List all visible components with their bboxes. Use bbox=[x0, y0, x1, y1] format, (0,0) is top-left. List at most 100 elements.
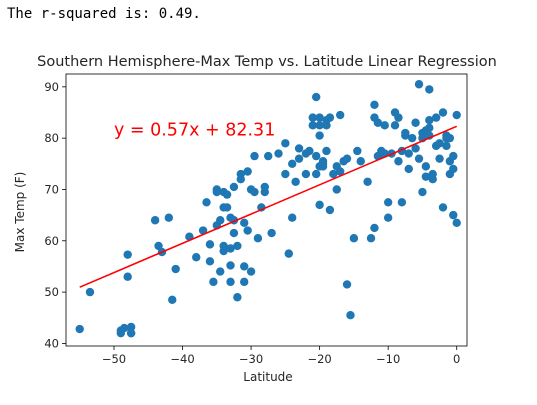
data-point bbox=[202, 198, 211, 207]
data-point bbox=[421, 172, 431, 181]
data-point bbox=[449, 164, 458, 174]
data-point bbox=[243, 167, 252, 176]
data-point bbox=[226, 244, 235, 253]
y-tick-label: 80 bbox=[44, 131, 59, 145]
data-point bbox=[164, 213, 174, 222]
data-point bbox=[281, 139, 290, 148]
data-point bbox=[229, 228, 239, 238]
y-axis-label: Max Temp (F) bbox=[13, 172, 27, 253]
data-point bbox=[425, 115, 434, 125]
data-point bbox=[281, 169, 290, 179]
data-point bbox=[250, 151, 259, 161]
x-tick-label: 0 bbox=[453, 352, 460, 366]
data-point bbox=[291, 177, 300, 186]
data-point bbox=[418, 187, 427, 197]
data-point bbox=[366, 234, 376, 243]
data-point bbox=[356, 157, 365, 166]
data-point bbox=[421, 162, 431, 171]
data-point bbox=[192, 253, 201, 262]
data-point bbox=[380, 121, 389, 130]
regression-line bbox=[79, 125, 458, 288]
stdout-output: The r-squared is: 0.49. bbox=[7, 6, 201, 22]
data-point bbox=[431, 113, 441, 122]
data-point bbox=[222, 190, 232, 199]
data-point bbox=[168, 295, 177, 305]
data-point bbox=[264, 151, 273, 161]
data-point bbox=[411, 118, 420, 127]
data-point bbox=[209, 277, 218, 287]
data-point bbox=[253, 234, 263, 243]
x-axis-label: Latitude bbox=[243, 370, 292, 384]
y-tick-label: 40 bbox=[44, 336, 59, 350]
axis-ticks: −50 −40 −30 −20 −10 0 40 50 60 70 80 90 bbox=[44, 80, 460, 366]
data-point bbox=[216, 216, 225, 225]
data-point bbox=[205, 240, 215, 249]
data-point bbox=[294, 144, 304, 153]
data-point bbox=[315, 121, 324, 130]
data-point bbox=[233, 241, 242, 251]
data-point bbox=[318, 159, 328, 169]
data-point bbox=[425, 85, 434, 94]
data-point bbox=[226, 277, 235, 287]
data-point bbox=[346, 311, 355, 320]
data-point bbox=[120, 323, 129, 333]
y-tick-label: 70 bbox=[44, 182, 59, 196]
data-point bbox=[126, 328, 136, 338]
data-point bbox=[414, 80, 424, 89]
data-point bbox=[305, 146, 314, 156]
data-point bbox=[229, 182, 239, 192]
data-point bbox=[240, 277, 249, 287]
data-point bbox=[342, 280, 352, 289]
data-point bbox=[198, 226, 208, 235]
data-point bbox=[404, 149, 413, 158]
data-point bbox=[301, 169, 311, 179]
y-tick-label: 90 bbox=[44, 80, 59, 94]
data-point bbox=[219, 246, 228, 256]
data-point bbox=[325, 113, 335, 122]
data-point bbox=[126, 322, 136, 332]
data-point bbox=[414, 154, 424, 163]
data-point bbox=[240, 262, 249, 271]
data-point bbox=[411, 144, 420, 153]
data-point bbox=[442, 141, 451, 151]
x-tick-label: −20 bbox=[307, 352, 331, 366]
data-point bbox=[240, 218, 249, 228]
data-point bbox=[154, 241, 163, 251]
data-point bbox=[322, 121, 331, 130]
data-point bbox=[452, 110, 461, 120]
data-point bbox=[394, 157, 403, 166]
data-point bbox=[383, 213, 393, 222]
data-point bbox=[435, 139, 444, 148]
data-point bbox=[260, 182, 269, 192]
data-point bbox=[370, 223, 379, 233]
x-tick-label: −40 bbox=[170, 352, 194, 366]
data-point bbox=[150, 216, 160, 225]
chart-title: Southern Hemisphere-Max Temp vs. Latitud… bbox=[37, 54, 497, 70]
data-point bbox=[315, 113, 324, 122]
data-point bbox=[329, 169, 338, 179]
data-point bbox=[250, 187, 259, 197]
data-point bbox=[243, 226, 252, 235]
plot-area bbox=[65, 73, 468, 347]
data-point bbox=[171, 264, 180, 274]
data-point bbox=[342, 154, 352, 163]
data-point bbox=[332, 185, 341, 194]
data-point bbox=[308, 121, 317, 130]
data-point bbox=[312, 169, 321, 179]
data-point bbox=[449, 210, 458, 220]
regression-equation-label: y = 0.57x + 82.31 bbox=[114, 121, 275, 141]
data-point bbox=[267, 228, 276, 238]
data-point bbox=[335, 110, 345, 120]
data-point bbox=[425, 123, 434, 133]
data-point bbox=[401, 128, 410, 138]
data-point bbox=[288, 159, 297, 169]
data-point bbox=[325, 205, 335, 215]
data-point bbox=[435, 154, 444, 163]
data-point bbox=[404, 164, 413, 174]
data-point bbox=[294, 154, 304, 163]
data-point bbox=[390, 121, 400, 130]
data-point bbox=[216, 267, 225, 276]
data-point bbox=[205, 257, 215, 266]
x-tick-label: −30 bbox=[239, 352, 263, 366]
